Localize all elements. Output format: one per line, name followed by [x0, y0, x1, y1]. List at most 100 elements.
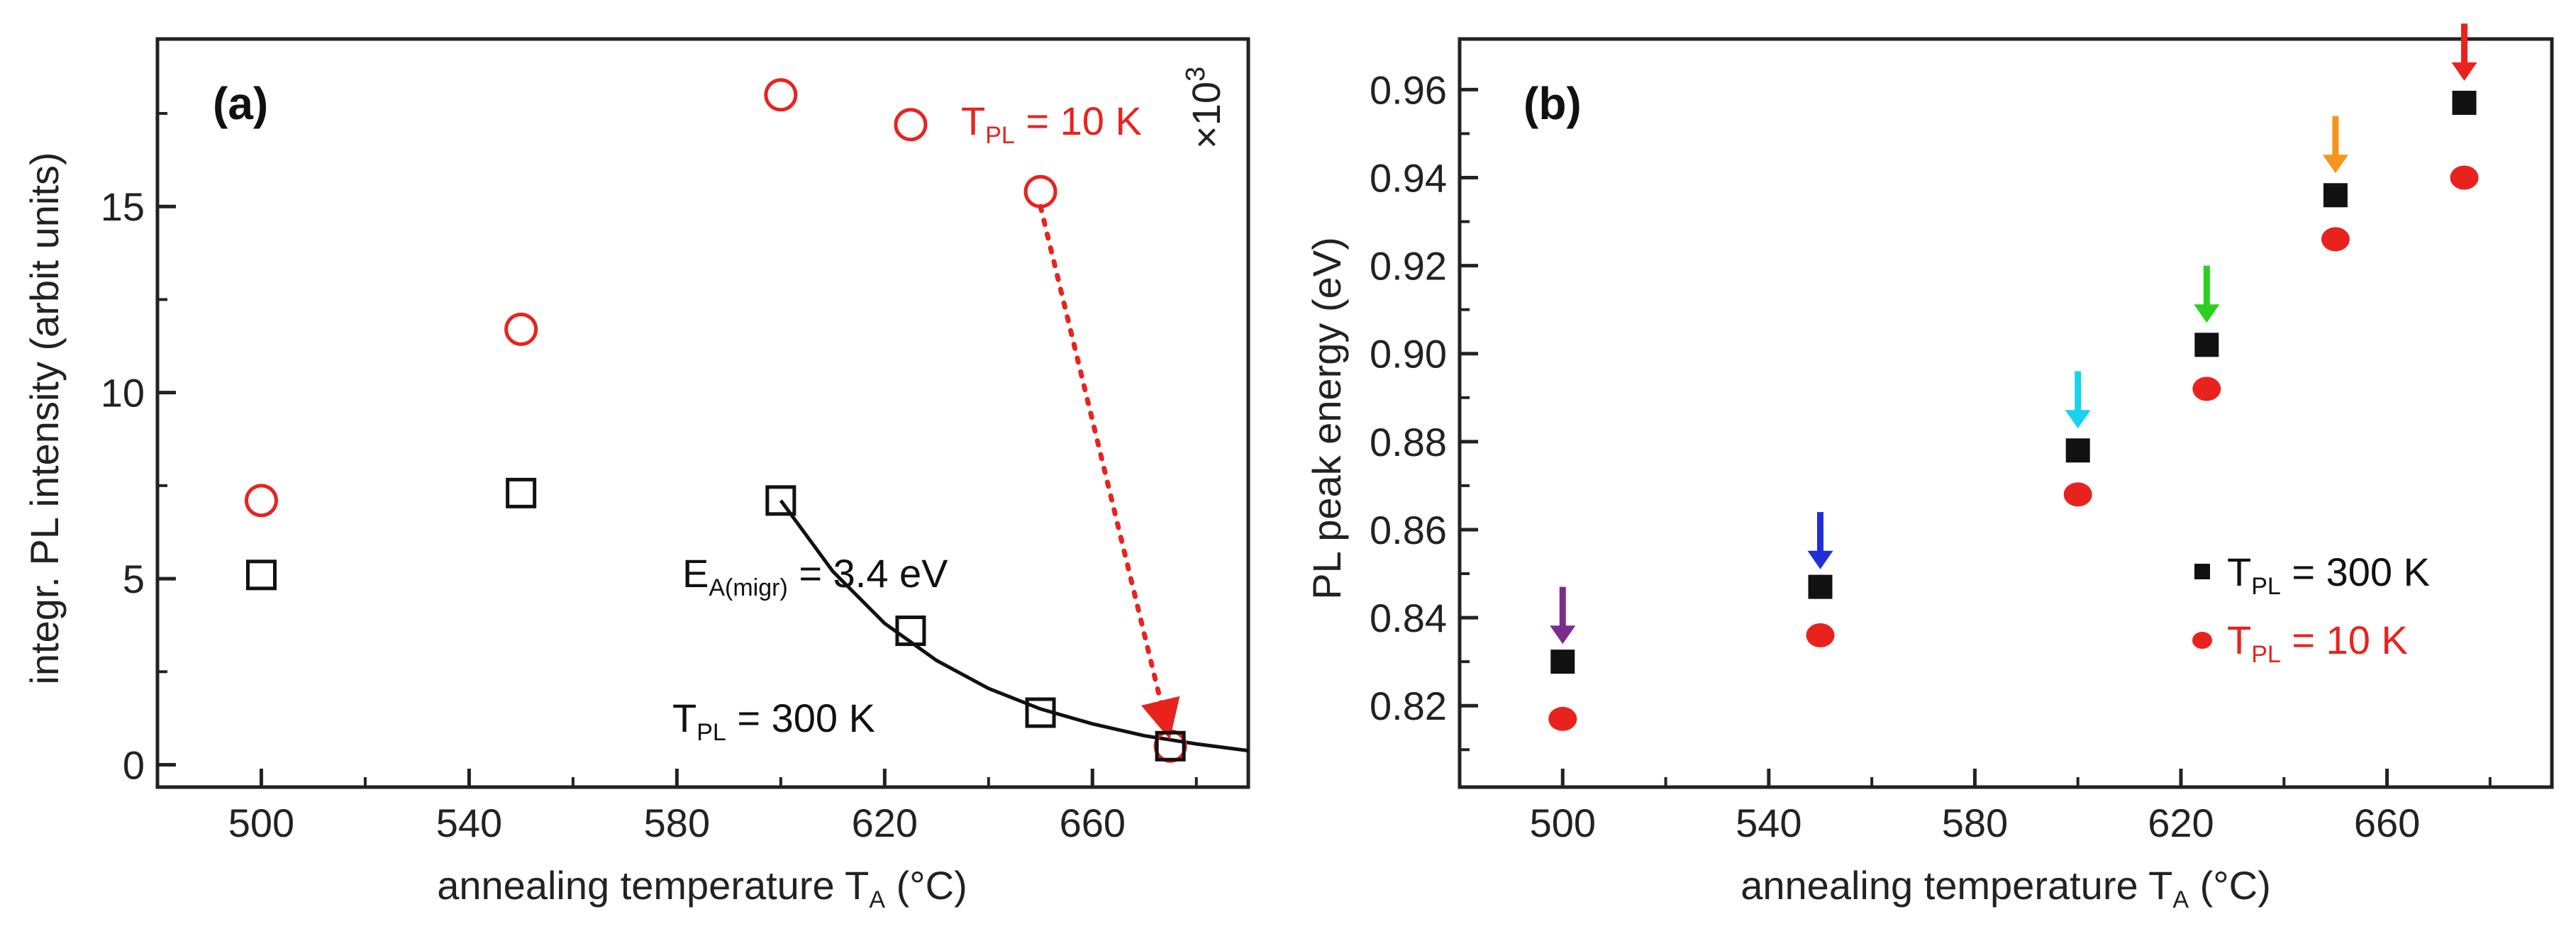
point-300k	[1808, 574, 1833, 599]
point-10k	[2321, 227, 2350, 252]
legend-300k-sub: PL	[2251, 573, 2281, 600]
y-tick-label-a: 10	[101, 371, 145, 416]
panel-label-a: (a)	[213, 78, 268, 129]
point-300k	[1025, 697, 1056, 728]
y-multiplier-exp: 3	[1181, 67, 1211, 82]
y-tick-label-b: 0.82	[1370, 684, 1447, 728]
x-tick-label-a: 620	[852, 801, 918, 845]
point-10k	[1023, 174, 1057, 208]
legend-item-300k: TPL = 300 K	[2227, 550, 2430, 600]
x-tick-label-a: 540	[436, 801, 502, 845]
point-10k	[1806, 623, 1835, 647]
y-tick-label-a: 5	[123, 557, 145, 601]
y-axis-title-a: integr. PL intensity (arbit units)	[22, 152, 67, 684]
x-tick-label-b: 620	[2148, 801, 2214, 845]
x-title-a-main: annealing temperature T	[437, 863, 869, 908]
annotation-activation-energy: EA(migr) = 3.4 eV	[682, 551, 948, 601]
point-300k	[245, 559, 277, 591]
transition-arrow	[1038, 204, 1180, 740]
y-axis-title-b: PL peak energy (eV)	[1304, 237, 1349, 600]
x-title-a-sub: A	[869, 886, 885, 913]
arrow-head-orange	[2322, 155, 2348, 174]
legend-marker-10k	[2192, 632, 2212, 649]
legend-10k-sub: PL	[2251, 641, 2281, 668]
arrow-head-cyan	[2065, 410, 2091, 429]
x-title-b-sub: A	[2172, 886, 2189, 913]
annotation-tpl-300k: TPL = 300 K	[672, 696, 875, 746]
x-tick-label-b: 500	[1530, 801, 1596, 845]
y-multiplier-base: ×10	[1184, 82, 1228, 149]
tick-labels-a: 500 540 580 620 660 0 5 10 15	[101, 184, 1126, 845]
panel-b: 500 540 580 620 660 0.82 0.84 0.86 0.88 0.90 0.92 0…	[1304, 23, 2554, 913]
y-tick-label-a: 15	[101, 184, 145, 229]
x-tick-label-b: 540	[1736, 801, 1801, 845]
anno-300k-main: T	[672, 696, 696, 740]
y-tick-label-b: 0.92	[1370, 244, 1447, 289]
data-points-a	[244, 78, 1187, 763]
point-10k	[894, 108, 928, 142]
plot-frame-b	[1458, 37, 2554, 789]
point-10k	[2450, 165, 2479, 190]
y-tick-label-b: 0.90	[1370, 332, 1447, 377]
legend-item-10k: TPL = 10 K	[2227, 618, 2408, 668]
anno-ea-main: E	[682, 551, 709, 596]
point-10k	[1153, 729, 1187, 763]
y-tick-label-b: 0.86	[1370, 508, 1447, 552]
fit-curve	[779, 499, 1249, 753]
x-tick-label-a: 580	[644, 801, 710, 845]
x-title-b-unit: (°C)	[2189, 863, 2271, 908]
point-10k	[2063, 482, 2092, 507]
data-points-b	[1548, 90, 2479, 731]
arrow-head-red	[2451, 62, 2477, 81]
anno-300k-sub: PL	[696, 719, 726, 746]
point-10k	[1548, 706, 1577, 731]
y-tick-label-b: 0.96	[1370, 67, 1447, 112]
y-tick-label-b: 0.94	[1370, 155, 1447, 200]
point-300k	[2065, 438, 2090, 463]
point-300k	[1550, 650, 1575, 674]
point-10k	[504, 312, 538, 346]
legend-10k-main: T	[2227, 618, 2251, 662]
point-300k	[2194, 333, 2219, 357]
point-10k	[764, 78, 798, 112]
x-tick-label-a: 500	[228, 801, 294, 845]
y-tick-label-a: 0	[123, 743, 145, 788]
arrow-head-purple	[1550, 625, 1576, 645]
annotation-tpl-10k: TPL = 10 K	[961, 99, 1142, 149]
tick-labels-b: 500 540 580 620 660 0.82 0.84 0.86 0.88 0.90 0.92 0…	[1370, 67, 2420, 845]
x-title-a-unit: (°C)	[885, 863, 967, 908]
y-tick-label-b: 0.84	[1370, 596, 1447, 640]
legend-marker-300k	[2194, 564, 2210, 579]
y-multiplier: ×103	[1181, 67, 1228, 149]
arrow-head-blue	[1807, 550, 1833, 569]
x-title-b-main: annealing temperature T	[1741, 863, 2172, 908]
legend-300k-rest: = 300 K	[2281, 550, 2430, 594]
point-300k	[1155, 730, 1186, 762]
panel-label-b: (b)	[1523, 78, 1582, 129]
x-tick-label-a: 660	[1060, 801, 1126, 845]
point-300k	[765, 485, 796, 516]
anno-300k-rest: = 300 K	[726, 696, 875, 740]
legend: TPL = 300 K TPL = 10 K	[2192, 550, 2430, 668]
anno-10k-rest: = 10 K	[1015, 99, 1142, 143]
x-axis-title-b: annealing temperature TA (°C)	[1741, 863, 2271, 913]
y-tick-label-b: 0.88	[1370, 420, 1447, 464]
arrow-head-green	[2194, 304, 2220, 323]
indicator-arrows	[1550, 23, 2477, 645]
ticks-b	[1460, 87, 2492, 787]
point-300k	[506, 477, 537, 508]
anno-10k-main: T	[961, 99, 985, 143]
legend-300k-main: T	[2227, 550, 2251, 594]
legend-10k-rest: = 10 K	[2281, 618, 2408, 662]
x-axis-title-a: annealing temperature TA (°C)	[437, 863, 967, 913]
ticks-a	[157, 111, 1198, 787]
anno-ea-rest: = 3.4 eV	[788, 551, 948, 596]
anno-ea-sub: A(migr)	[709, 574, 787, 601]
point-300k	[895, 615, 926, 647]
x-tick-label-b: 580	[1942, 801, 2008, 845]
plot-frame-a	[155, 37, 1250, 789]
x-tick-label-b: 660	[2354, 801, 2420, 845]
point-300k	[2323, 183, 2348, 208]
